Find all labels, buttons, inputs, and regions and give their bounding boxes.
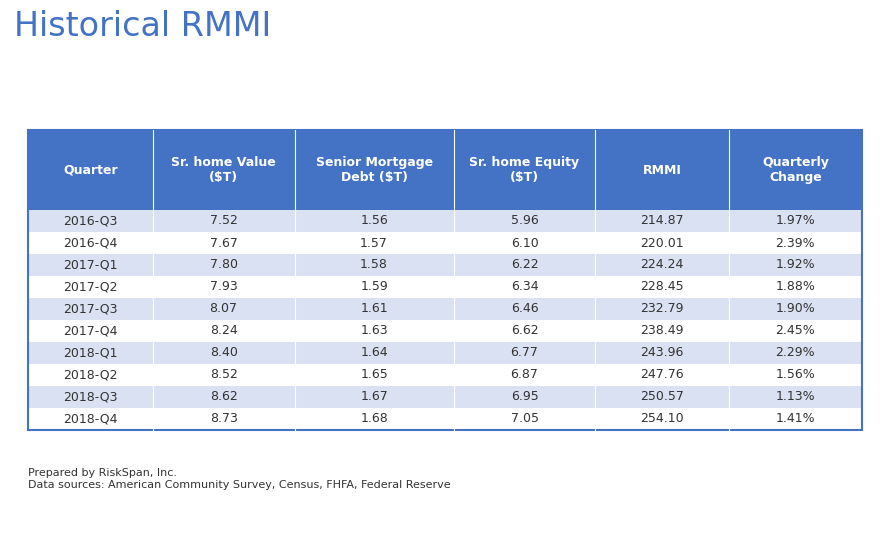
Text: 243.96: 243.96 [641,347,684,360]
Text: 6.34: 6.34 [511,281,538,294]
Text: RMMI: RMMI [643,164,682,176]
Text: 2018-Q3: 2018-Q3 [63,391,117,404]
Text: 1.63: 1.63 [360,325,388,337]
Text: 2016-Q3: 2016-Q3 [63,214,117,227]
Text: Quarter: Quarter [63,164,117,176]
Text: 2017-Q2: 2017-Q2 [63,281,117,294]
Text: 6.95: 6.95 [511,391,538,404]
Text: 1.64: 1.64 [360,347,388,360]
Text: 2.39%: 2.39% [775,237,815,250]
Text: 6.62: 6.62 [511,325,538,337]
Text: Historical RMMI: Historical RMMI [14,10,271,43]
Text: Sr. home Equity
($T): Sr. home Equity ($T) [469,156,579,184]
Text: 1.88%: 1.88% [775,281,815,294]
Text: 2.29%: 2.29% [775,347,815,360]
Text: 5.96: 5.96 [511,214,538,227]
Text: 1.65: 1.65 [360,368,388,381]
Text: 1.68: 1.68 [360,412,388,425]
Text: 1.13%: 1.13% [775,391,815,404]
Text: 1.67: 1.67 [360,391,388,404]
Text: 7.93: 7.93 [210,281,238,294]
Text: 1.58: 1.58 [360,258,388,271]
Text: 247.76: 247.76 [640,368,684,381]
Text: 6.46: 6.46 [511,302,538,316]
Text: 220.01: 220.01 [640,237,684,250]
Text: 238.49: 238.49 [640,325,684,337]
Text: 8.07: 8.07 [210,302,238,316]
Text: 8.52: 8.52 [210,368,238,381]
Text: Senior Mortgage
Debt ($T): Senior Mortgage Debt ($T) [315,156,433,184]
Text: 2016-Q4: 2016-Q4 [63,237,117,250]
Text: 250.57: 250.57 [640,391,684,404]
Text: 6.22: 6.22 [511,258,538,271]
Text: 2.45%: 2.45% [775,325,815,337]
Text: Sr. home Value
($T): Sr. home Value ($T) [171,156,276,184]
Text: 224.24: 224.24 [641,258,684,271]
Text: 214.87: 214.87 [640,214,684,227]
Text: 6.87: 6.87 [511,368,538,381]
Text: 2018-Q4: 2018-Q4 [63,412,117,425]
Text: 7.80: 7.80 [210,258,238,271]
Text: 2017-Q1: 2017-Q1 [63,258,117,271]
Text: 228.45: 228.45 [640,281,684,294]
Text: 1.92%: 1.92% [775,258,815,271]
Text: 8.40: 8.40 [210,347,238,360]
Text: 8.73: 8.73 [210,412,238,425]
Text: 8.24: 8.24 [210,325,238,337]
Text: 6.10: 6.10 [511,237,538,250]
Text: Prepared by RiskSpan, Inc.
Data sources: American Community Survey, Census, FHFA: Prepared by RiskSpan, Inc. Data sources:… [28,468,450,490]
Text: 232.79: 232.79 [640,302,684,316]
Text: 2017-Q3: 2017-Q3 [63,302,117,316]
Text: 1.61: 1.61 [360,302,388,316]
Text: 254.10: 254.10 [640,412,684,425]
Text: 1.57: 1.57 [360,237,388,250]
Text: 1.59: 1.59 [360,281,388,294]
Text: 1.56: 1.56 [360,214,388,227]
Text: 7.52: 7.52 [210,214,238,227]
Text: 1.56%: 1.56% [775,368,815,381]
Text: Quarterly
Change: Quarterly Change [762,156,829,184]
Text: 7.67: 7.67 [210,237,238,250]
Text: 1.97%: 1.97% [775,214,815,227]
Text: 7.05: 7.05 [511,412,538,425]
Text: 1.41%: 1.41% [775,412,815,425]
Text: 2017-Q4: 2017-Q4 [63,325,117,337]
Text: 8.62: 8.62 [210,391,238,404]
Text: 1.90%: 1.90% [775,302,815,316]
Text: 2018-Q2: 2018-Q2 [63,368,117,381]
Text: 6.77: 6.77 [511,347,538,360]
Text: 2018-Q1: 2018-Q1 [63,347,117,360]
